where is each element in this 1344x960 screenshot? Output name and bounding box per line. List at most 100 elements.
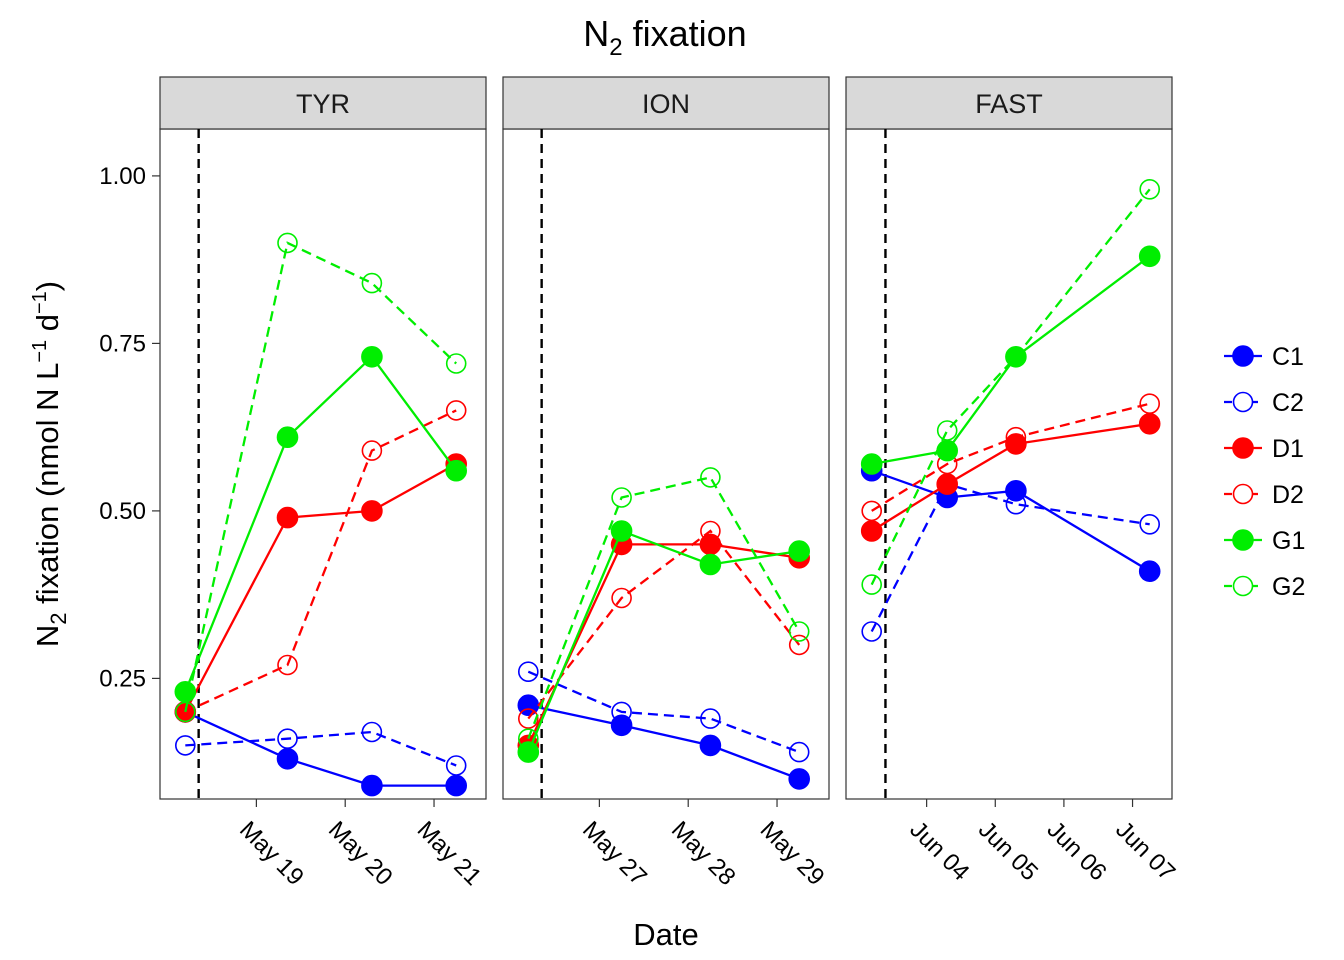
data-point-g1 xyxy=(445,459,468,482)
data-point-c2 xyxy=(175,735,196,756)
data-point-c2 xyxy=(445,755,467,776)
data-point-g1 xyxy=(936,439,959,462)
data-point-g2 xyxy=(1005,346,1027,368)
data-point-d2 xyxy=(1005,426,1027,448)
x-tick-label: May 29 xyxy=(755,816,830,891)
legend-label: G1 xyxy=(1272,527,1305,555)
legend-label: C2 xyxy=(1272,389,1304,417)
data-point-g2 xyxy=(611,487,632,508)
series-line-c2 xyxy=(185,730,457,767)
facet-strip-label: FAST xyxy=(975,89,1043,119)
data-point-g2 xyxy=(361,272,383,294)
x-tick-label: Jun 04 xyxy=(904,816,974,886)
x-tick-label: May 28 xyxy=(666,816,741,891)
y-tick-label: 1.00 xyxy=(99,163,146,190)
x-tick-label: May 27 xyxy=(577,816,652,891)
legend-item-d1: D1 xyxy=(1224,435,1304,463)
data-point-d1 xyxy=(1005,433,1027,455)
series-line-g2 xyxy=(870,188,1151,586)
legend: C1 C2 D1 D2 G1 G2 xyxy=(1224,343,1305,601)
y-tick-label: 0.50 xyxy=(99,498,146,525)
data-point-d2 xyxy=(788,634,810,656)
data-point-d1 xyxy=(1138,412,1161,435)
data-point-c1 xyxy=(788,768,811,790)
facet-panel-ion: ION May 27 May 28 May 29 xyxy=(502,76,830,891)
data-point-c2 xyxy=(1005,493,1027,515)
data-point-g1 xyxy=(174,680,197,703)
series-line-d2 xyxy=(527,529,801,720)
legend-label: D1 xyxy=(1272,435,1304,463)
data-point-d1 xyxy=(860,520,883,542)
data-point-g2 xyxy=(936,420,958,441)
data-point-c2 xyxy=(861,621,883,642)
chart-title: N2 fixation xyxy=(583,13,746,61)
legend-item-g1: G1 xyxy=(1224,527,1305,555)
data-point-c2 xyxy=(361,721,383,743)
legend-label: C1 xyxy=(1272,343,1304,371)
legend-item-d2: D2 xyxy=(1224,481,1304,509)
data-point-c1 xyxy=(445,774,468,797)
data-point-d2 xyxy=(517,708,539,729)
panel-background xyxy=(502,128,830,800)
x-tick-label: May 20 xyxy=(323,816,398,891)
data-point-d2 xyxy=(700,520,721,542)
y-tick-label: 0.75 xyxy=(99,330,146,357)
facet-strip xyxy=(502,76,830,130)
data-point-c2 xyxy=(1139,513,1160,535)
panel-background xyxy=(159,128,487,800)
data-point-c1 xyxy=(361,774,383,797)
legend-key-marker xyxy=(1232,391,1254,413)
series-line-d1 xyxy=(527,543,800,746)
data-point-g2 xyxy=(700,467,721,488)
series-line-g1 xyxy=(871,255,1151,466)
data-point-d1 xyxy=(936,473,959,495)
series-line-c2 xyxy=(527,670,800,754)
data-point-g1 xyxy=(276,426,299,449)
data-point-d2 xyxy=(861,500,883,522)
series-line-g1 xyxy=(527,529,800,753)
data-point-d1 xyxy=(361,500,383,522)
x-tick-label: May 21 xyxy=(412,816,487,891)
y-tick-label: 0.25 xyxy=(99,665,146,692)
series-line-c1 xyxy=(528,704,800,780)
legend-key-marker xyxy=(1232,437,1254,459)
data-point-d2 xyxy=(611,587,632,609)
legend-key-marker xyxy=(1232,529,1254,551)
panel-background xyxy=(845,128,1173,800)
legend-item-g2: G2 xyxy=(1224,573,1305,601)
facet-panel-tyr: TYR May 19 May 20 May 21 xyxy=(159,76,487,891)
x-axis-title: Date xyxy=(633,917,698,952)
x-tick-label: Jun 06 xyxy=(1042,816,1112,886)
y-axis-title: N2 fixation (nmol N L−1 d−1) xyxy=(29,281,71,647)
data-point-d2 xyxy=(277,654,298,676)
series-line-d2 xyxy=(871,402,1150,512)
data-point-c1 xyxy=(276,747,299,770)
data-point-c1 xyxy=(699,734,722,757)
data-point-g1 xyxy=(1138,245,1161,268)
data-point-d2 xyxy=(361,440,383,461)
facet-strip-label: ION xyxy=(642,89,690,119)
data-point-g2 xyxy=(277,232,298,254)
legend-item-c2: C2 xyxy=(1224,389,1304,417)
data-point-d2 xyxy=(1139,393,1160,415)
data-point-g2 xyxy=(788,621,810,642)
data-point-g1 xyxy=(361,345,383,368)
data-point-g1 xyxy=(860,453,883,475)
data-point-c2 xyxy=(277,728,298,750)
data-point-g2 xyxy=(175,701,196,723)
legend-label: G2 xyxy=(1272,573,1305,601)
data-point-g2 xyxy=(517,728,539,750)
facet-strip xyxy=(159,76,487,130)
series-line-g2 xyxy=(184,241,457,713)
series-line-c2 xyxy=(870,482,1150,633)
data-point-d2 xyxy=(445,400,467,421)
legend-label: D2 xyxy=(1272,481,1304,509)
data-point-g1 xyxy=(699,553,722,576)
data-point-c2 xyxy=(788,741,810,763)
data-point-g2 xyxy=(445,353,467,374)
series-line-g1 xyxy=(184,355,458,693)
series-line-d1 xyxy=(184,462,457,713)
series-line-d2 xyxy=(184,409,457,713)
